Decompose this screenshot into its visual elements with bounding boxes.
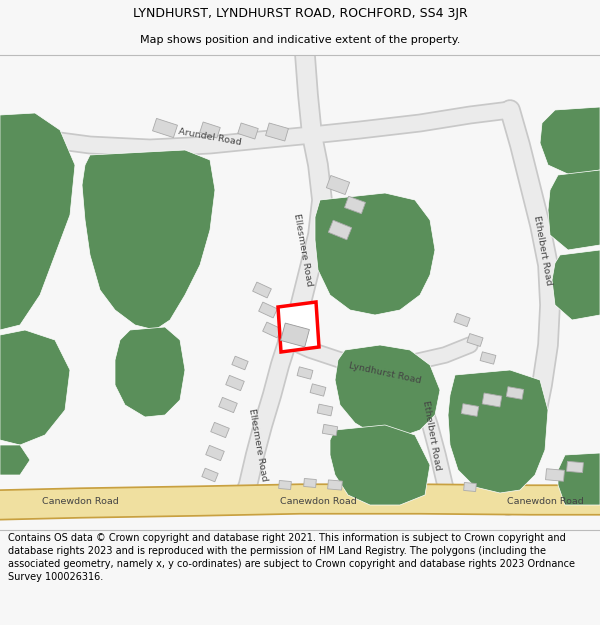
Polygon shape: [335, 345, 440, 437]
Polygon shape: [82, 150, 215, 330]
Text: Canewdon Road: Canewdon Road: [506, 498, 583, 506]
Polygon shape: [552, 250, 600, 320]
Polygon shape: [344, 196, 365, 214]
Polygon shape: [328, 220, 352, 240]
Polygon shape: [464, 482, 476, 491]
Polygon shape: [238, 123, 258, 139]
Polygon shape: [263, 322, 281, 338]
Polygon shape: [310, 384, 326, 396]
Text: Ethelbert Road: Ethelbert Road: [421, 399, 443, 471]
Polygon shape: [152, 118, 178, 138]
Polygon shape: [540, 107, 600, 175]
Text: Lyndhurst Road: Lyndhurst Road: [348, 361, 422, 385]
Polygon shape: [448, 370, 548, 493]
Polygon shape: [278, 481, 292, 489]
Polygon shape: [259, 302, 277, 318]
Polygon shape: [330, 425, 430, 505]
Polygon shape: [467, 334, 483, 346]
Polygon shape: [304, 479, 316, 488]
Polygon shape: [506, 387, 524, 399]
Polygon shape: [211, 422, 229, 437]
Polygon shape: [297, 367, 313, 379]
Polygon shape: [206, 446, 224, 461]
Polygon shape: [545, 469, 565, 481]
Text: Arundel Road: Arundel Road: [178, 127, 242, 147]
Polygon shape: [558, 453, 600, 505]
Polygon shape: [482, 393, 502, 407]
Polygon shape: [322, 424, 338, 436]
Polygon shape: [0, 113, 75, 330]
Polygon shape: [226, 376, 244, 391]
Polygon shape: [454, 313, 470, 327]
Polygon shape: [253, 282, 271, 298]
Polygon shape: [315, 193, 435, 315]
Polygon shape: [548, 170, 600, 250]
Text: Ethelbert Road: Ethelbert Road: [532, 214, 554, 286]
Polygon shape: [202, 468, 218, 482]
Polygon shape: [0, 330, 70, 445]
Polygon shape: [326, 176, 350, 194]
Polygon shape: [266, 123, 289, 141]
Polygon shape: [0, 445, 30, 475]
Text: Contains OS data © Crown copyright and database right 2021. This information is : Contains OS data © Crown copyright and d…: [8, 533, 575, 582]
Polygon shape: [317, 404, 333, 416]
Text: Map shows position and indicative extent of the property.: Map shows position and indicative extent…: [140, 34, 460, 44]
Polygon shape: [328, 480, 343, 490]
Polygon shape: [566, 461, 583, 472]
Text: Canewdon Road: Canewdon Road: [280, 496, 356, 506]
Polygon shape: [219, 398, 237, 412]
Polygon shape: [480, 352, 496, 364]
Polygon shape: [461, 404, 479, 416]
Text: LYNDHURST, LYNDHURST ROAD, ROCHFORD, SS4 3JR: LYNDHURST, LYNDHURST ROAD, ROCHFORD, SS4…: [133, 8, 467, 20]
Polygon shape: [200, 122, 220, 138]
Text: Canewdon Road: Canewdon Road: [41, 498, 118, 506]
Text: Ellesmere Road: Ellesmere Road: [292, 213, 314, 287]
Polygon shape: [281, 323, 310, 347]
Polygon shape: [278, 302, 319, 352]
Polygon shape: [115, 327, 185, 417]
Polygon shape: [232, 356, 248, 370]
Text: Ellesmere Road: Ellesmere Road: [247, 408, 269, 482]
